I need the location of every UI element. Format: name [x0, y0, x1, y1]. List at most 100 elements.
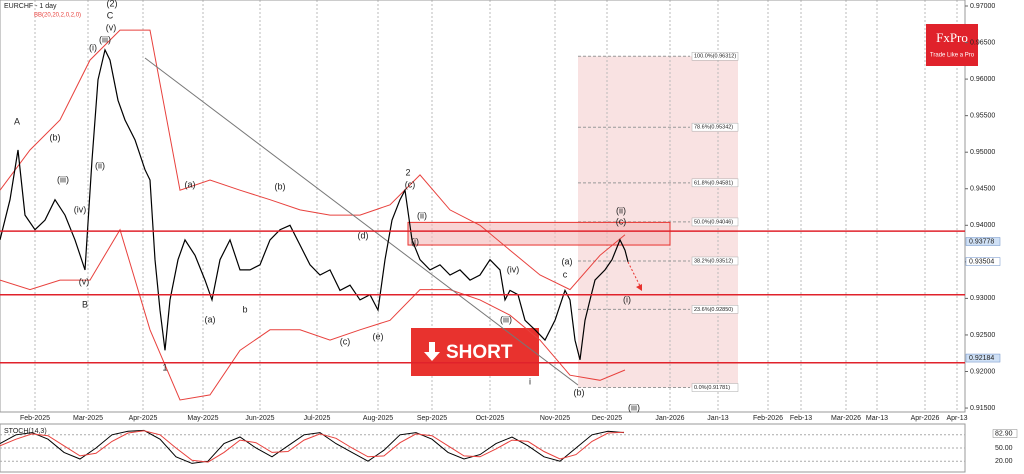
fib-label: 61.8%(0.94581)	[694, 180, 733, 186]
stoch-tick-label: 20.00	[995, 458, 1013, 465]
wave-label: (i)	[623, 294, 631, 304]
bollinger-upper	[0, 29, 626, 291]
stoch-marker-label: 82.90	[995, 430, 1013, 437]
x-tick-label: Oct-2025	[476, 415, 505, 422]
wave-label: (iii)	[57, 174, 69, 184]
wave-label: A	[14, 116, 20, 126]
x-tick-label: Mar-13	[866, 415, 888, 422]
brand-tagline: Trade Like a Pro	[930, 53, 975, 59]
wave-label: (c)	[616, 216, 627, 226]
wave-label: 2	[405, 167, 410, 177]
x-tick-label: Jun-2025	[245, 415, 274, 422]
x-tick-label: Nov-2025	[540, 415, 570, 422]
wave-label: (ii)	[616, 205, 626, 215]
x-tick-label: Apr-2025	[129, 415, 158, 422]
x-tick-label: Apr-2026	[911, 415, 940, 422]
x-tick-label: Dec-2025	[592, 415, 622, 422]
stoch-title: STOCH(14,3)	[4, 428, 47, 435]
brand-box	[926, 24, 978, 66]
y-tick-label: 0.96500	[970, 39, 995, 46]
price-marker-label: 0.92184	[969, 355, 994, 362]
fib-label: 38.2%(0.93512)	[694, 258, 733, 264]
price-marker	[965, 353, 1001, 363]
wave-label: (iii)	[500, 314, 512, 324]
y-tick-label: 0.96000	[970, 76, 995, 83]
wave-label: (i)	[89, 42, 97, 52]
indicator-label: BB(20,20,2,0,2,0)	[34, 13, 81, 19]
fib-label-bg	[691, 52, 739, 61]
wave-label: (i)	[411, 236, 419, 246]
x-tick-label: Feb-13	[790, 415, 812, 422]
x-tick-label: Feb-2025	[20, 415, 50, 422]
x-tick-label: Mar-2026	[831, 415, 861, 422]
resistance-zone	[407, 221, 671, 246]
fib-label-bg	[691, 217, 739, 227]
fib-label: 23.6%(0.92850)	[694, 307, 733, 313]
wave-label: (ii)	[95, 160, 105, 170]
stoch-line	[0, 430, 625, 463]
fib-label: 50.0%(0.94046)	[694, 219, 733, 225]
fib-label: 78.6%(0.95342)	[694, 125, 733, 131]
wave-label: (a)	[185, 179, 196, 189]
price-marker	[965, 237, 1001, 246]
x-tick-label: Sep-2025	[417, 415, 447, 422]
fib-label-bg	[691, 122, 739, 132]
y-tick-label: 0.91500	[970, 405, 995, 412]
fib-label: 100.0%(0.96312)	[694, 54, 736, 60]
trendline	[144, 57, 579, 386]
wave-label: (2)	[107, 0, 118, 8]
wave-label: (iv)	[507, 264, 520, 274]
wave-label: (v)	[106, 22, 117, 32]
wave-label: (b)	[50, 132, 61, 142]
x-tick-label: Apr-13	[946, 415, 967, 422]
wave-label: c	[563, 269, 568, 279]
stoch-marker	[992, 429, 1018, 438]
x-tick-label: Mar-2025	[73, 415, 103, 422]
fib-label: 0.0%(0.91781)	[694, 385, 730, 391]
wave-label: (ii)	[417, 210, 427, 220]
fib-label-bg	[691, 383, 739, 392]
stoch-tick-label: 50.00	[995, 445, 1013, 452]
price-marker	[965, 257, 1001, 266]
stoch-line	[0, 429, 625, 464]
wave-label: b	[242, 304, 247, 314]
wave-label: (iii)	[628, 402, 640, 412]
wave-label: (b)	[574, 387, 585, 397]
wave-label: i	[529, 376, 531, 386]
short-button[interactable]: SHORT	[411, 328, 539, 376]
wave-label: (c)	[405, 179, 416, 189]
chart-title: EURCHF - 1 day	[4, 3, 57, 10]
wave-label: C	[107, 10, 114, 20]
wave-label: 1	[162, 362, 167, 372]
bollinger-lower	[0, 228, 626, 401]
y-tick-label: 0.97000	[970, 3, 995, 10]
short-arrow	[424, 342, 440, 361]
y-tick-label: 0.94500	[970, 186, 995, 193]
forecast-arrow	[627, 261, 642, 289]
wave-label: (a)	[562, 256, 573, 266]
wave-label: (a)	[205, 314, 216, 324]
forecast-arrowhead	[636, 284, 642, 291]
y-tick-label: 0.94000	[970, 222, 995, 229]
wave-label: (b)	[275, 181, 286, 191]
short-label[interactable]: SHORT	[446, 342, 513, 363]
wave-label: (iv)	[74, 204, 87, 214]
y-tick-label: 0.92500	[970, 332, 995, 339]
price-line	[0, 48, 629, 360]
fib-label-bg	[691, 305, 739, 314]
y-tick-label: 0.92000	[970, 368, 995, 375]
x-tick-label: Jan-2026	[655, 415, 684, 422]
plot-frame	[0, 0, 966, 413]
y-tick-label: 0.95000	[970, 149, 995, 156]
x-tick-label: May-2025	[187, 415, 218, 422]
x-tick-label: Feb-2026	[753, 415, 783, 422]
wave-label: B	[82, 299, 88, 309]
fib-label-bg	[691, 178, 739, 188]
wave-label: (e)	[373, 331, 384, 341]
x-tick-label: Aug-2025	[363, 415, 393, 422]
wave-label: (d)	[358, 230, 369, 240]
x-tick-label: Jan-13	[707, 415, 729, 422]
y-tick-label: 0.93000	[970, 295, 995, 302]
brand-name: FxPro	[936, 30, 968, 45]
